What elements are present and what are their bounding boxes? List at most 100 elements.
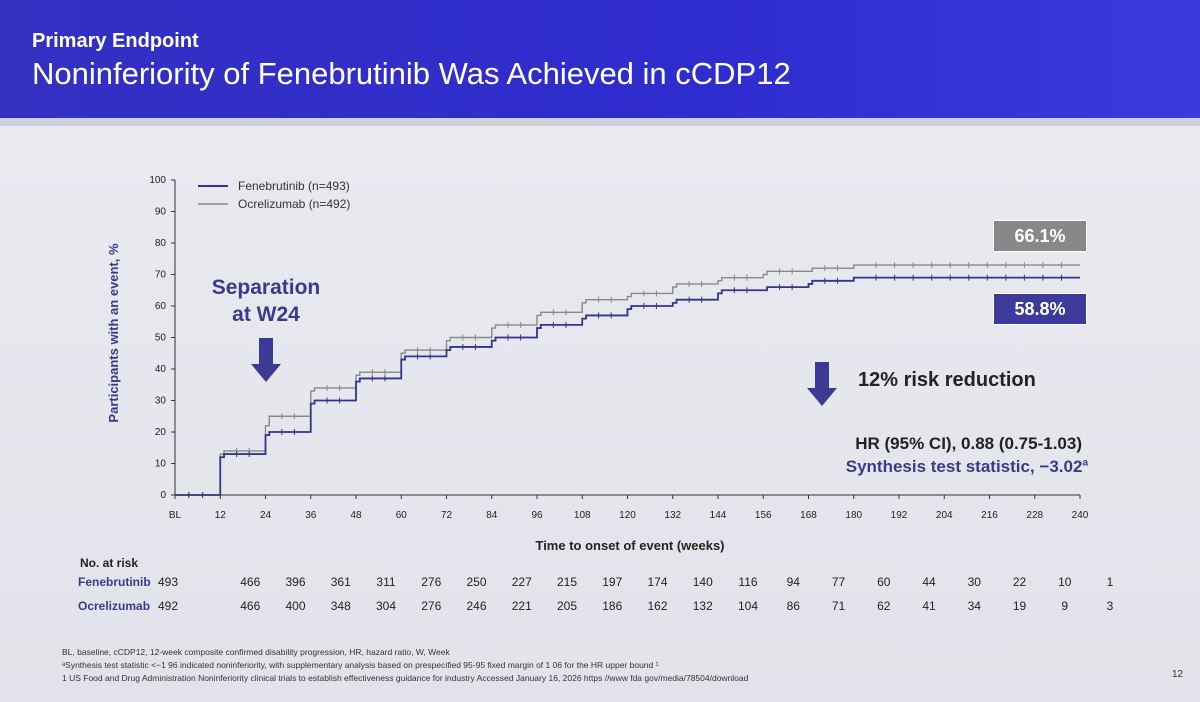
x-tick-label: 24 (260, 510, 272, 521)
legend-label-fenebrutinib: Fenebrutinib (n=493) (238, 179, 350, 193)
risk-table-cell: 197 (602, 575, 623, 589)
hazard-ratio-text: HR (95% CI), 0.88 (0.75-1.03) (855, 434, 1082, 453)
x-tick-label: 84 (486, 510, 498, 521)
risk-table-cell: 276 (421, 599, 442, 613)
risk-row-label-ocrelizumab: Ocrelizumab (78, 599, 151, 613)
x-tick-label: 240 (1072, 510, 1089, 521)
risk-table-cell: 221 (511, 599, 532, 613)
x-axis-label: Time to onset of event (weeks) (535, 538, 724, 553)
risk-table-cell: 104 (737, 599, 759, 613)
risk-table-cell: 174 (647, 575, 668, 589)
risk-table-cell: 276 (421, 575, 442, 589)
y-tick-label: 90 (155, 207, 167, 218)
x-tick-label: 168 (800, 510, 817, 521)
risk-table-cell: 140 (692, 575, 713, 589)
y-tick-label: 80 (155, 238, 167, 249)
risk-table-cell: 186 (602, 599, 623, 613)
risk-table-cell: 311 (376, 575, 396, 589)
slide-kicker: Primary Endpoint (32, 30, 199, 52)
risk-table-cell: 3 (1106, 599, 1114, 613)
synthesis-footnote-marker: a (1082, 457, 1088, 469)
x-tick-label: 204 (936, 510, 953, 521)
risk-table-cell: 348 (330, 599, 351, 613)
down-arrow-icon (251, 338, 281, 382)
y-tick-label: 50 (155, 333, 167, 344)
separation-line-1: Separation (211, 276, 321, 299)
risk-table-cell: 30 (967, 575, 981, 589)
risk-table-cell: 19 (1012, 599, 1027, 613)
x-tick-label: 192 (891, 510, 908, 521)
slide-title: Noninferiority of Fenebrutinib Was Achie… (32, 56, 791, 91)
risk-table-cell: 62 (877, 599, 891, 613)
risk-table-cell: 304 (375, 599, 397, 613)
x-tick-label: 120 (619, 510, 636, 521)
risk-table-cell: 205 (556, 599, 578, 613)
x-tick-label: 48 (350, 510, 362, 521)
x-tick-label: 156 (755, 510, 772, 521)
risk-table-cell: 466 (240, 575, 261, 589)
x-tick-label: 72 (441, 510, 453, 521)
risk-table-cell: 116 (738, 575, 758, 589)
separation-line-2: at W24 (232, 303, 300, 326)
risk-table-cell: 466 (240, 599, 261, 613)
y-tick-label: 70 (155, 270, 167, 281)
x-tick-label: 180 (845, 510, 862, 521)
risk-table-cell: 227 (511, 575, 532, 589)
risk-table-cell: 77 (831, 575, 846, 589)
down-arrow-icon (807, 362, 837, 406)
risk-table-cell: 94 (786, 575, 800, 589)
risk-table-cell: 60 (877, 575, 891, 589)
y-tick-label: 30 (155, 396, 167, 407)
y-tick-label: 60 (155, 301, 167, 312)
risk-table-cell: 361 (330, 575, 351, 589)
footnote-synthesis: ᵃSynthesis test statistic <−1 96 indicat… (62, 660, 659, 670)
x-tick-label: 108 (574, 510, 591, 521)
legend-label-ocrelizumab: Ocrelizumab (n=492) (238, 197, 350, 211)
risk-table-cell: 41 (922, 599, 936, 613)
risk-table-title: No. at risk (80, 556, 139, 570)
risk-table-cell: 10 (1058, 575, 1072, 589)
x-tick-label: 96 (531, 510, 543, 521)
ocrelizumab-rate-badge: 66.1% (993, 220, 1087, 252)
y-tick-label: 40 (155, 364, 167, 375)
footnote-abbreviations: BL, baseline, cCDP12, 12-week composite … (62, 647, 450, 657)
risk-table-cell: 396 (285, 575, 306, 589)
x-tick-label: 36 (305, 510, 317, 521)
risk-table-cell: 215 (556, 575, 578, 589)
risk-table-cell: 400 (285, 599, 306, 613)
risk-row-label-fenebrutinib: Fenebrutinib (78, 575, 151, 589)
fenebrutinib-curve (175, 276, 1080, 496)
risk-table-cell: 71 (831, 599, 846, 613)
risk-table-cell: 250 (466, 575, 487, 589)
y-tick-label: 10 (155, 459, 167, 470)
risk-table-cell: 22 (1012, 575, 1027, 589)
y-tick-label: 20 (155, 427, 167, 438)
risk-table-cell: 132 (692, 599, 713, 613)
y-tick-label: 100 (149, 175, 166, 186)
risk-table-cell: 492 (157, 599, 179, 613)
risk-table-cell: 34 (967, 599, 981, 613)
risk-table-cell: 9 (1061, 599, 1069, 613)
risk-table-cell: 1 (1106, 575, 1114, 589)
x-tick-label: BL (169, 510, 182, 521)
fenebrutinib-rate-badge: 58.8% (993, 293, 1087, 325)
risk-table-cell: 246 (466, 599, 487, 613)
slide-header: Primary Endpoint Noninferiority of Feneb… (0, 0, 1200, 118)
separation-annotation: Separation at W24 (196, 274, 336, 328)
x-tick-label: 60 (396, 510, 408, 521)
risk-reduction-text: 12% risk reduction (858, 369, 1036, 391)
x-tick-label: 12 (215, 510, 227, 521)
y-tick-label: 0 (160, 490, 166, 501)
risk-table-cell: 44 (922, 575, 936, 589)
x-tick-label: 144 (710, 510, 727, 521)
x-tick-label: 132 (664, 510, 681, 521)
x-tick-label: 228 (1026, 510, 1043, 521)
page-number: 12 (1172, 669, 1184, 680)
synthesis-value: Synthesis test statistic, −3.02 (845, 457, 1083, 476)
y-axis-label: Participants with an event, % (106, 243, 121, 423)
footnote-reference: 1 US Food and Drug Administration Noninf… (62, 673, 749, 683)
x-tick-label: 216 (981, 510, 998, 521)
synthesis-statistic-text: Synthesis test statistic, −3.02a (846, 457, 1088, 477)
risk-table-cell: 493 (157, 575, 179, 589)
